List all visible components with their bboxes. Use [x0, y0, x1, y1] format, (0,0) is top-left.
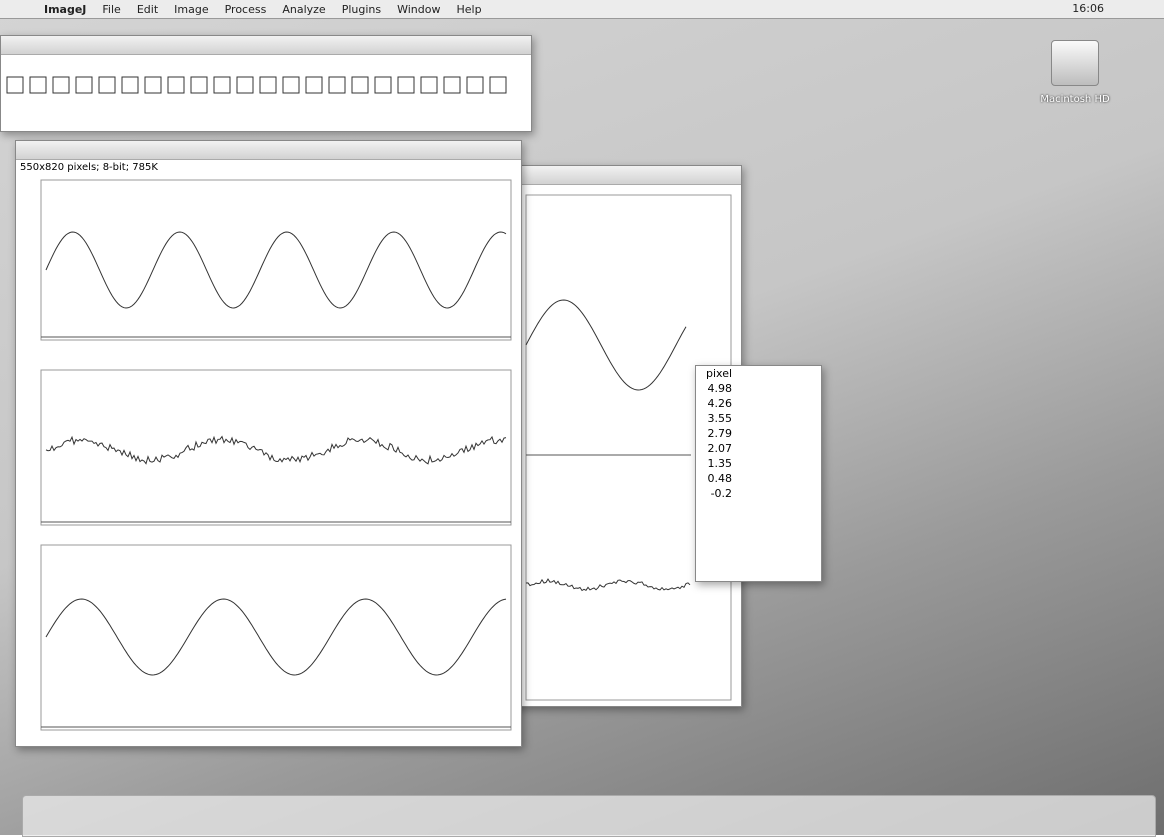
result-value: 0.48 — [700, 471, 738, 486]
menu-item[interactable]: Process — [225, 3, 267, 16]
tool-button[interactable] — [7, 77, 23, 93]
disk-image — [1051, 40, 1099, 86]
page: {"menu_bar": {"app": "ImageJ", "items": … — [0, 0, 1164, 835]
result-row: 3.55 — [700, 411, 738, 426]
tool-button[interactable] — [467, 77, 483, 93]
clock: 16:06 — [1072, 2, 1104, 15]
menu-item[interactable]: Window — [397, 3, 440, 16]
tool-button[interactable] — [375, 77, 391, 93]
result-row: 4.26 — [700, 396, 738, 411]
toolbar-window — [0, 35, 532, 132]
tool-button[interactable] — [53, 77, 69, 93]
plot-frame — [41, 180, 511, 340]
result-row: 4.98 — [700, 381, 738, 396]
result-row: 1.35 — [700, 456, 738, 471]
tool-button[interactable] — [283, 77, 299, 93]
menu-item[interactable]: Help — [456, 3, 481, 16]
tool-button[interactable] — [237, 77, 253, 93]
tool-button[interactable] — [145, 77, 161, 93]
tool-button[interactable] — [398, 77, 414, 93]
result-row: 2.79 — [700, 426, 738, 441]
tool-button[interactable] — [444, 77, 460, 93]
title-bar — [516, 166, 741, 185]
menu-item[interactable]: Analyze — [282, 3, 325, 16]
dock — [22, 795, 1156, 837]
tool-button[interactable] — [99, 77, 115, 93]
plot-curve — [526, 300, 686, 390]
tool-button[interactable] — [168, 77, 184, 93]
menu-bar: ImageJ File Edit Image Process Analyze Plugin… — [0, 0, 1164, 19]
tool-button[interactable] — [76, 77, 92, 93]
result-value: 4.98 — [700, 381, 738, 396]
tool-button[interactable] — [329, 77, 345, 93]
disk-label: Macintosh HD — [1040, 94, 1109, 105]
tool-button[interactable] — [421, 77, 437, 93]
menu-item[interactable]: Edit — [137, 3, 158, 16]
tool-button[interactable] — [214, 77, 230, 93]
menu-item[interactable]: File — [102, 3, 120, 16]
tool-button[interactable] — [260, 77, 276, 93]
results-table: pixel4.984.263.552.792.071.350.48-0.2 — [700, 366, 738, 501]
app-menu[interactable]: ImageJ — [44, 3, 86, 16]
image-info: 550x820 pixels; 8-bit; 785K — [16, 160, 521, 175]
plot-curve — [46, 599, 506, 675]
result-value: -0.2 — [700, 486, 738, 501]
plot-curve — [46, 437, 506, 464]
tool-button[interactable] — [191, 77, 207, 93]
desktop: ImageJ File Edit Image Process Analyze Plugin… — [0, 0, 1164, 835]
result-value: 2.07 — [700, 441, 738, 456]
tool-button[interactable] — [490, 77, 506, 93]
results-window: pixel4.984.263.552.792.071.350.48-0.2 — [695, 365, 822, 582]
result-row: -0.2 — [700, 486, 738, 501]
menu-item[interactable]: Plugins — [342, 3, 381, 16]
menu-items: File Edit Image Process Analyze Plugins Window… — [86, 3, 481, 16]
result-value: 3.55 — [700, 411, 738, 426]
image-window: 550x820 pixels; 8-bit; 785K — [15, 140, 522, 747]
plot-curve — [526, 579, 690, 590]
result-value: 2.79 — [700, 426, 738, 441]
menu-item[interactable]: Image — [174, 3, 208, 16]
title-bar — [16, 141, 521, 160]
results-header: pixel — [700, 366, 738, 381]
result-value: 4.26 — [700, 396, 738, 411]
tool-button[interactable] — [352, 77, 368, 93]
disk-icon[interactable]: Macintosh HD — [1030, 40, 1120, 105]
tool-button[interactable] — [122, 77, 138, 93]
plot-image — [26, 175, 516, 740]
result-value: 1.35 — [700, 456, 738, 471]
plot-frame — [41, 545, 511, 730]
tool-button[interactable] — [306, 77, 322, 93]
result-row: 2.07 — [700, 441, 738, 456]
plot-curve — [46, 232, 506, 308]
title-bar — [1, 36, 531, 55]
tool-button[interactable] — [30, 77, 46, 93]
result-row: 0.48 — [700, 471, 738, 486]
body: ImageJ File Edit Image Process Analyze Plugin… — [0, 0, 1164, 835]
tool-icons — [1, 55, 531, 125]
